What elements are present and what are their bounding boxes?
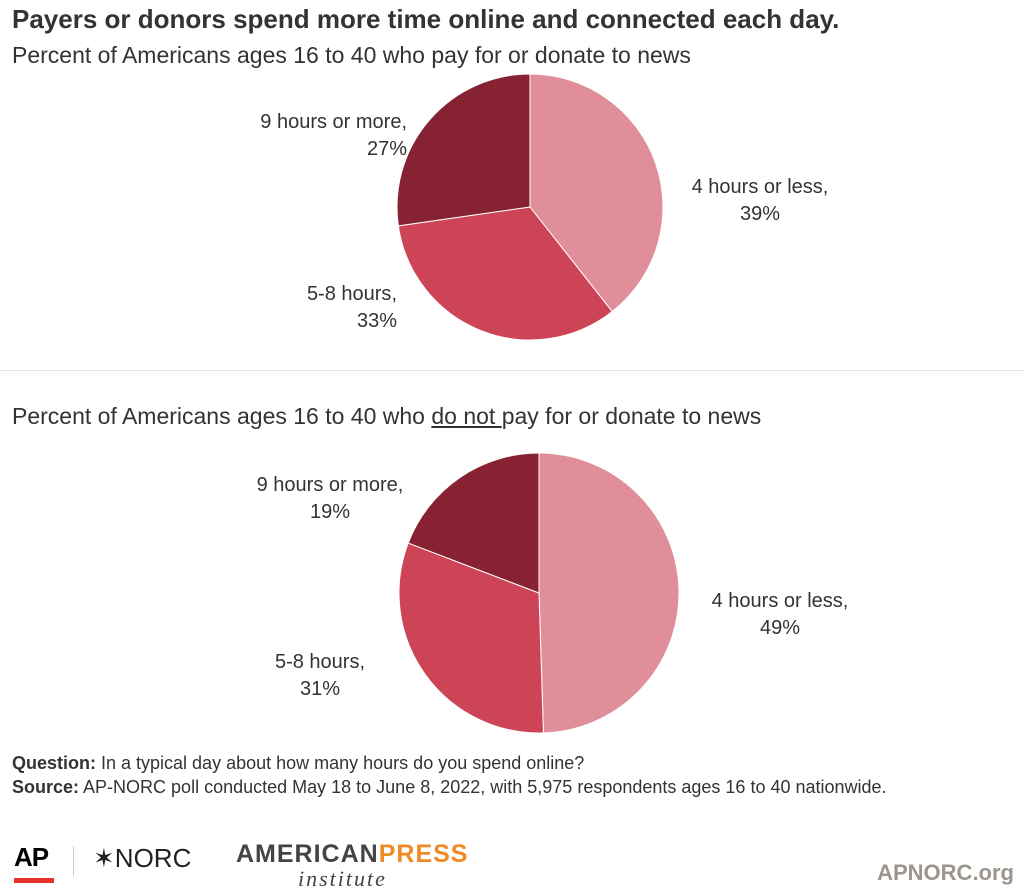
pie1-label-9plus: 9 hours or more, 27% — [260, 111, 407, 160]
pie-slice-9-hours-or-more — [407, 452, 540, 594]
pie-slice-4-hours-or-less — [529, 73, 664, 313]
star-icon: ✶ — [93, 843, 115, 873]
pie2-subtitle: Percent of Americans ages 16 to 40 who d… — [12, 403, 762, 429]
pie-non-payers — [398, 452, 680, 734]
pie1-subtitle: Percent of Americans ages 16 to 40 who p… — [12, 42, 691, 68]
question-note: Question: In a typical day about how man… — [12, 753, 585, 773]
ap-logo: AP — [14, 842, 49, 872]
site-link[interactable]: APNORC.org — [877, 860, 1014, 885]
chart-title: Payers or donors spend more time online … — [12, 4, 840, 34]
ap-logo-bar — [14, 878, 54, 883]
pie-slice-4-hours-or-less — [538, 452, 680, 734]
pie-payers — [396, 73, 664, 341]
pie2-label-4less: 4 hours or less, 49% — [711, 590, 849, 639]
pie2-label-5to8: 5-8 hours, 31% — [274, 651, 366, 700]
logo-divider — [73, 846, 74, 876]
pie-slice-5-8-hours — [397, 206, 613, 341]
pie1-label-4less: 4 hours or less, 39% — [691, 176, 829, 225]
api-logo-institute: institute — [298, 866, 387, 891]
source-note: Source: AP-NORC poll conducted May 18 to… — [12, 777, 887, 797]
api-logo: AMERICANPRESS — [236, 840, 469, 868]
norc-logo: ✶NORC — [93, 843, 192, 873]
pie-slice-9-hours-or-more — [396, 73, 531, 227]
pie-slice-5-8-hours — [398, 542, 544, 734]
divider — [0, 370, 1024, 371]
pie2-label-9plus: 9 hours or more, 19% — [256, 474, 404, 523]
pie1-label-5to8: 5-8 hours, 33% — [306, 283, 397, 332]
